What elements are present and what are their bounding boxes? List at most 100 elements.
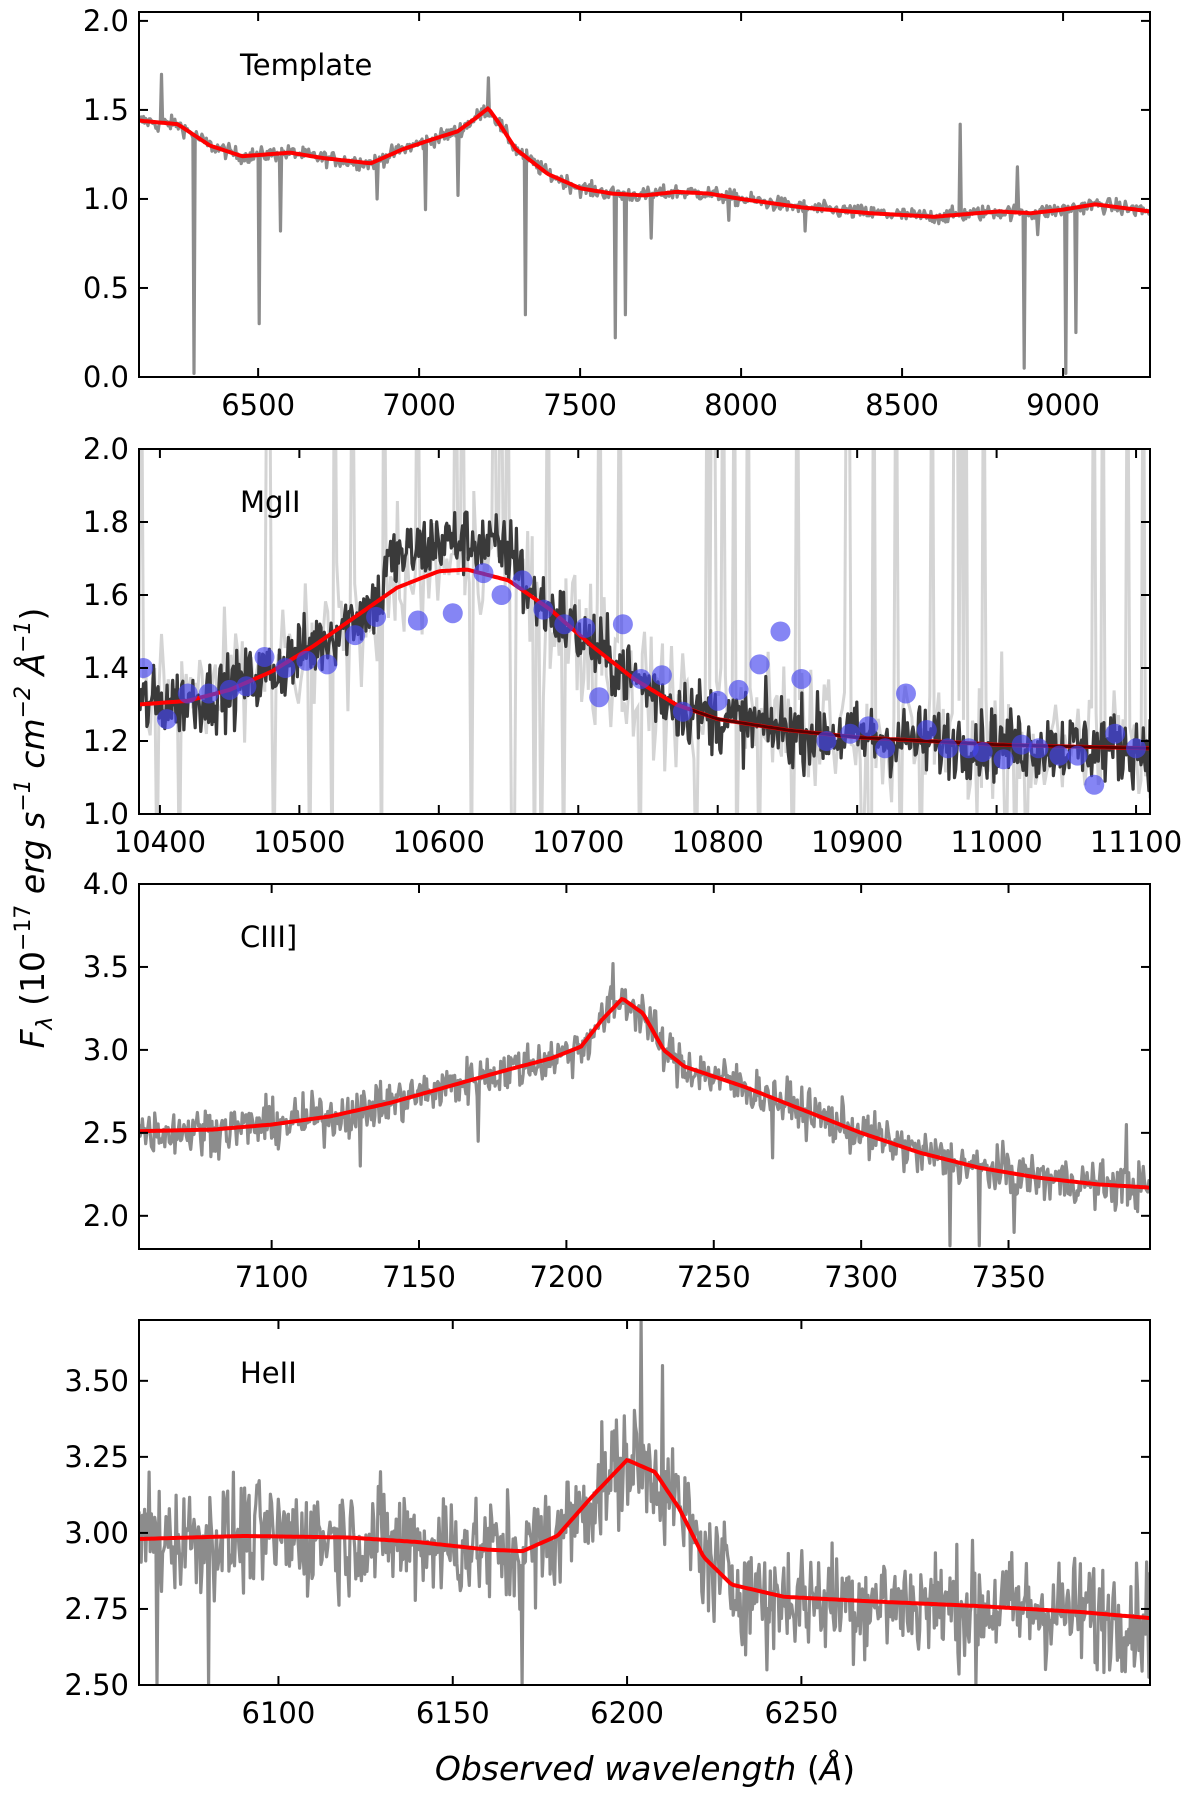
x-tick-label: 10400 [114, 825, 206, 859]
axes-frame [138, 883, 1151, 1250]
binned-point [875, 738, 896, 759]
binned-point [816, 731, 837, 751]
observed-spectrum-line [139, 1320, 1150, 1685]
panel-label: CIII] [240, 920, 297, 954]
binned-point [631, 668, 652, 689]
y-tick-label: 0.5 [83, 271, 129, 305]
binned-point [1049, 745, 1070, 766]
y-tick-label: 1.0 [83, 797, 129, 831]
x-tick-label: 7500 [543, 388, 617, 422]
x-tick-label: 10700 [532, 825, 624, 859]
y-tick-label: 1.2 [83, 724, 129, 758]
binned-point [791, 668, 812, 689]
panel-1: 10400 10500 10600 10700 10800 10900 11000 11100… [83, 432, 1182, 859]
binned-point [770, 621, 791, 642]
x-tick-label: 8000 [704, 388, 778, 422]
y-tick-label: 1.5 [83, 93, 129, 127]
binned-point [177, 683, 198, 704]
y-tick-label: 2.75 [64, 1592, 129, 1626]
binned-point [575, 617, 596, 638]
y-tick-label: 2.50 [64, 1668, 129, 1702]
observed-spectrum-line [139, 962, 1150, 1248]
binned-point [993, 749, 1014, 770]
x-tick-label: 6500 [221, 388, 295, 422]
x-tick-label: 11100 [1090, 825, 1182, 859]
y-tick-label: 2.0 [83, 1199, 129, 1233]
axes-frame [138, 1319, 1151, 1686]
binned-point [236, 676, 257, 697]
x-tick-label: 8500 [865, 388, 939, 422]
binned-point [275, 658, 296, 678]
plot-area [139, 72, 1150, 375]
binned-point [651, 665, 672, 686]
x-tick-label: 9000 [1026, 388, 1100, 422]
y-tick-label: 4.0 [83, 867, 129, 901]
x-tick-label: 7200 [529, 1260, 603, 1294]
binned-point [156, 709, 177, 730]
light-spectrum-line [139, 449, 1150, 814]
x-tick-label: 10900 [811, 825, 903, 859]
binned-point [1126, 738, 1147, 759]
plot-area [139, 449, 1150, 814]
x-tick-label: 7000 [382, 388, 456, 422]
panel-3: 6100 6150 6200 6250 2.50 2.75 3.00 3.25 3.50 HeII [64, 1319, 1151, 1730]
binned-point [345, 625, 366, 646]
binned-point [442, 603, 463, 624]
binned-point [916, 720, 937, 741]
binned-point [612, 614, 633, 635]
x-tick-label: 7150 [382, 1260, 456, 1294]
x-tick-label: 7350 [972, 1260, 1046, 1294]
y-tick-label: 2.5 [83, 1116, 129, 1150]
x-tick-label: 7300 [824, 1260, 898, 1294]
model-fit-line [139, 996, 1150, 1190]
y-tick-label: 3.0 [83, 1033, 129, 1067]
y-tick-label: 1.0 [83, 182, 129, 216]
panel-label: MgII [240, 485, 301, 519]
x-tick-label: 7100 [235, 1260, 309, 1294]
binned-point [317, 654, 338, 675]
binned-point [1011, 734, 1032, 755]
x-tick-label: 10600 [393, 825, 485, 859]
y-tick-label: 2.0 [83, 432, 129, 466]
y-tick-label: 0.0 [83, 360, 129, 394]
x-tick-label: 7250 [677, 1260, 751, 1294]
y-tick-label: 3.50 [64, 1364, 129, 1398]
binned-point [198, 683, 219, 704]
x-tick-label: 6250 [764, 1696, 838, 1730]
binned-point [1105, 723, 1126, 744]
x-tick-label: 11000 [950, 825, 1042, 859]
binned-point [1028, 738, 1049, 759]
binned-point [937, 738, 958, 759]
binned-point [473, 563, 494, 584]
x-tick-label: 10800 [672, 825, 764, 859]
binned-point [895, 683, 916, 704]
binned-point [858, 716, 879, 737]
binned-point [512, 570, 533, 591]
panel-label: Template [239, 48, 372, 82]
binned-point [589, 687, 610, 708]
binned-point [1067, 745, 1088, 766]
x-axis-title: Observed wavelength (Å) [435, 1748, 855, 1788]
plot-area [139, 962, 1150, 1248]
binned-point [491, 585, 512, 605]
binned-point [533, 599, 554, 620]
panel-0: 6500 7000 7500 8000 8500 9000 0.0 0.5 1.0 1.5 2.0 T… [83, 4, 1151, 422]
y-tick-label: 1.6 [83, 578, 129, 612]
axes-frame [138, 11, 1151, 378]
observed-spectrum-line [139, 72, 1150, 375]
binned-point [1084, 774, 1105, 795]
binned-point [366, 606, 387, 627]
x-tick-label: 6200 [590, 1696, 664, 1730]
y-tick-label: 3.25 [64, 1440, 129, 1474]
model-fit-line [139, 105, 1150, 219]
plot-area [139, 1320, 1150, 1685]
model-fit-line [139, 1457, 1150, 1621]
y-axis-title: Fλ (10−17 erg s−1 cm−2 Å−1) [11, 608, 58, 1049]
binned-point [219, 679, 240, 700]
binned-point [407, 610, 428, 631]
y-tick-label: 3.00 [64, 1516, 129, 1550]
binned-point [728, 679, 749, 700]
binned-point [554, 614, 575, 635]
axes-frame [138, 448, 1151, 815]
